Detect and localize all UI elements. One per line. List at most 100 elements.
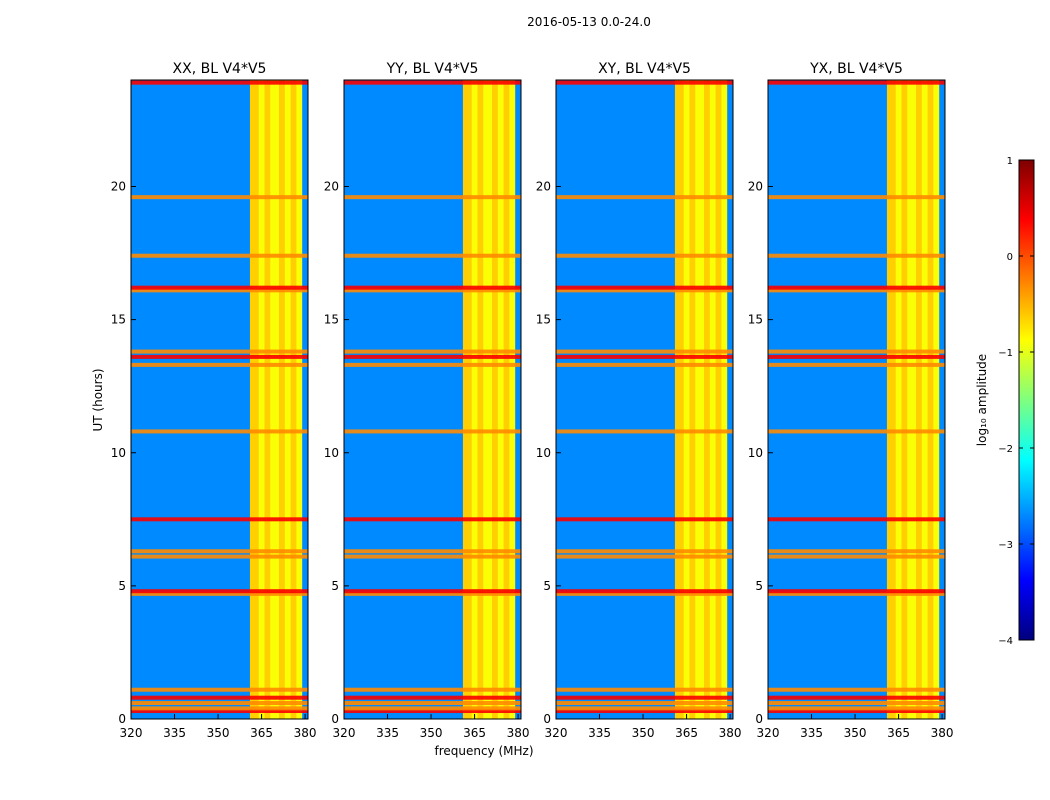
heatmap-rfi-row (344, 80, 521, 85)
heatmap-rfi-row (131, 354, 308, 359)
colorbar-tick-label: −4 (998, 636, 1013, 647)
panel-title: YX, BL V4*V5 (809, 61, 903, 77)
x-tick-label: 350 (844, 726, 867, 740)
heatmap-rfi-row (344, 549, 521, 554)
heatmap-rfi-row (131, 701, 308, 706)
colorbar: 1 0 −1 −2 −3 −4 log₁₀ amplitude (975, 156, 1035, 647)
heatmap-rfi-row (344, 349, 521, 354)
heatmap-rfi-row (556, 517, 733, 522)
axes-frame (343, 79, 522, 720)
heatmap-rfi-row (768, 362, 945, 367)
panel-4: YX, BL V4*V5 320 335 350 365 380 0 5 10 15 20 (748, 61, 954, 740)
heatmap-rfi-band (278, 80, 285, 719)
heatmap-rfi-band (462, 80, 472, 719)
heatmap-rfi-row (556, 709, 733, 714)
y-tick-label: 5 (755, 579, 763, 593)
heatmap-rfi-row (131, 517, 308, 522)
heatmap-rfi-row (768, 706, 945, 711)
x-tick-label: 365 (887, 726, 910, 740)
heatmap-rfi-row (556, 288, 733, 293)
y-tick-label: 15 (536, 313, 551, 327)
heatmap-rfi-row (344, 701, 521, 706)
x-tick-label: 335 (800, 726, 823, 740)
heatmap-rfi-row (344, 362, 521, 367)
panel-3: XY, BL V4*V5 320 335 350 365 380 0 5 10 15 20 (536, 61, 742, 740)
heatmap-rfi-row (131, 285, 308, 290)
heatmap-rfi-row (131, 709, 308, 714)
heatmap-rfi-row (131, 695, 308, 700)
y-tick-label: 0 (543, 712, 551, 726)
heatmap-rfi-row (556, 554, 733, 559)
heatmap-rfi-band (503, 80, 510, 719)
colorbar-ticks: 1 0 −1 −2 −3 −4 (998, 156, 1034, 647)
y-tick-label: 15 (111, 313, 126, 327)
heatmap-rfi-row (131, 195, 308, 200)
heatmap-rfi-row (344, 429, 521, 434)
heatmap-rfi-row (131, 706, 308, 711)
y-tick-label: 15 (748, 313, 763, 327)
heatmap-rfi-row (556, 354, 733, 359)
heatmap-rfi-band (477, 80, 484, 719)
heatmap-rfi-row (131, 687, 308, 692)
heatmap-rfi-row (344, 354, 521, 359)
y-tick-label: 15 (324, 313, 339, 327)
axes-frame (767, 79, 946, 720)
heatmap-rfi-row (344, 695, 521, 700)
heatmap-rfi-band (689, 80, 696, 719)
x-tick-label: 350 (632, 726, 655, 740)
colorbar-tick-label: −1 (998, 348, 1013, 359)
y-tick-label: 10 (748, 446, 763, 460)
heatmap-rfi-band (901, 80, 908, 719)
colorbar-tick-label: 0 (1007, 252, 1013, 263)
heatmap-rfi-row (768, 589, 945, 594)
heatmap-rfi-band (715, 80, 722, 719)
colorbar-tick-label: −2 (998, 444, 1013, 455)
heatmap-rfi-row (768, 429, 945, 434)
heatmap-rfi-row (131, 554, 308, 559)
heatmap-rfi-row (344, 195, 521, 200)
heatmap-rfi-row (768, 591, 945, 596)
heatmap-rfi-row (556, 429, 733, 434)
heatmap-rfi-row (344, 554, 521, 559)
heatmap-rfi-row (556, 362, 733, 367)
y-axis-label: UT (hours) (91, 368, 105, 431)
heatmap-rfi-row (556, 591, 733, 596)
heatmap-rfi-row (768, 695, 945, 700)
heatmap-rfi-row (344, 285, 521, 290)
heatmap-rfi-row (768, 687, 945, 692)
colorbar-tick-label: 1 (1007, 156, 1013, 167)
x-tick-label: 380 (507, 726, 530, 740)
colorbar-gradient (1018, 159, 1035, 641)
heatmap-rfi-row (131, 349, 308, 354)
axes-frame (130, 79, 309, 720)
heatmap-rfi-row (131, 362, 308, 367)
x-tick-label: 350 (207, 726, 230, 740)
heatmap-rfi-row (344, 589, 521, 594)
heatmap-rfi-row (131, 80, 308, 85)
heatmap-rfi-row (768, 709, 945, 714)
heatmap-rfi-band (927, 80, 934, 719)
y-tick-label: 0 (118, 712, 126, 726)
heatmap-rfi-row (768, 253, 945, 258)
panel-title: XX, BL V4*V5 (173, 61, 267, 77)
y-tick-label: 10 (324, 446, 339, 460)
y-tick-label: 5 (118, 579, 126, 593)
heatmap-rfi-row (131, 288, 308, 293)
y-tick-label: 10 (111, 446, 126, 460)
x-tick-label: 320 (545, 726, 568, 740)
x-tick-label: 365 (250, 726, 273, 740)
heatmap-rfi-row (344, 288, 521, 293)
axes-frame (555, 79, 734, 720)
heatmap-rfi-row (556, 695, 733, 700)
x-tick-label: 380 (719, 726, 742, 740)
heatmap-rfi-row (344, 687, 521, 692)
heatmap-rfi-band (264, 80, 271, 719)
heatmap-rfi-row (131, 589, 308, 594)
heatmap-rfi-band (915, 80, 922, 719)
colorbar-tick-label: −3 (998, 540, 1013, 551)
x-axis-label: frequency (MHz) (434, 744, 533, 758)
y-tick-label: 20 (536, 180, 551, 194)
heatmap-rfi-row (768, 354, 945, 359)
